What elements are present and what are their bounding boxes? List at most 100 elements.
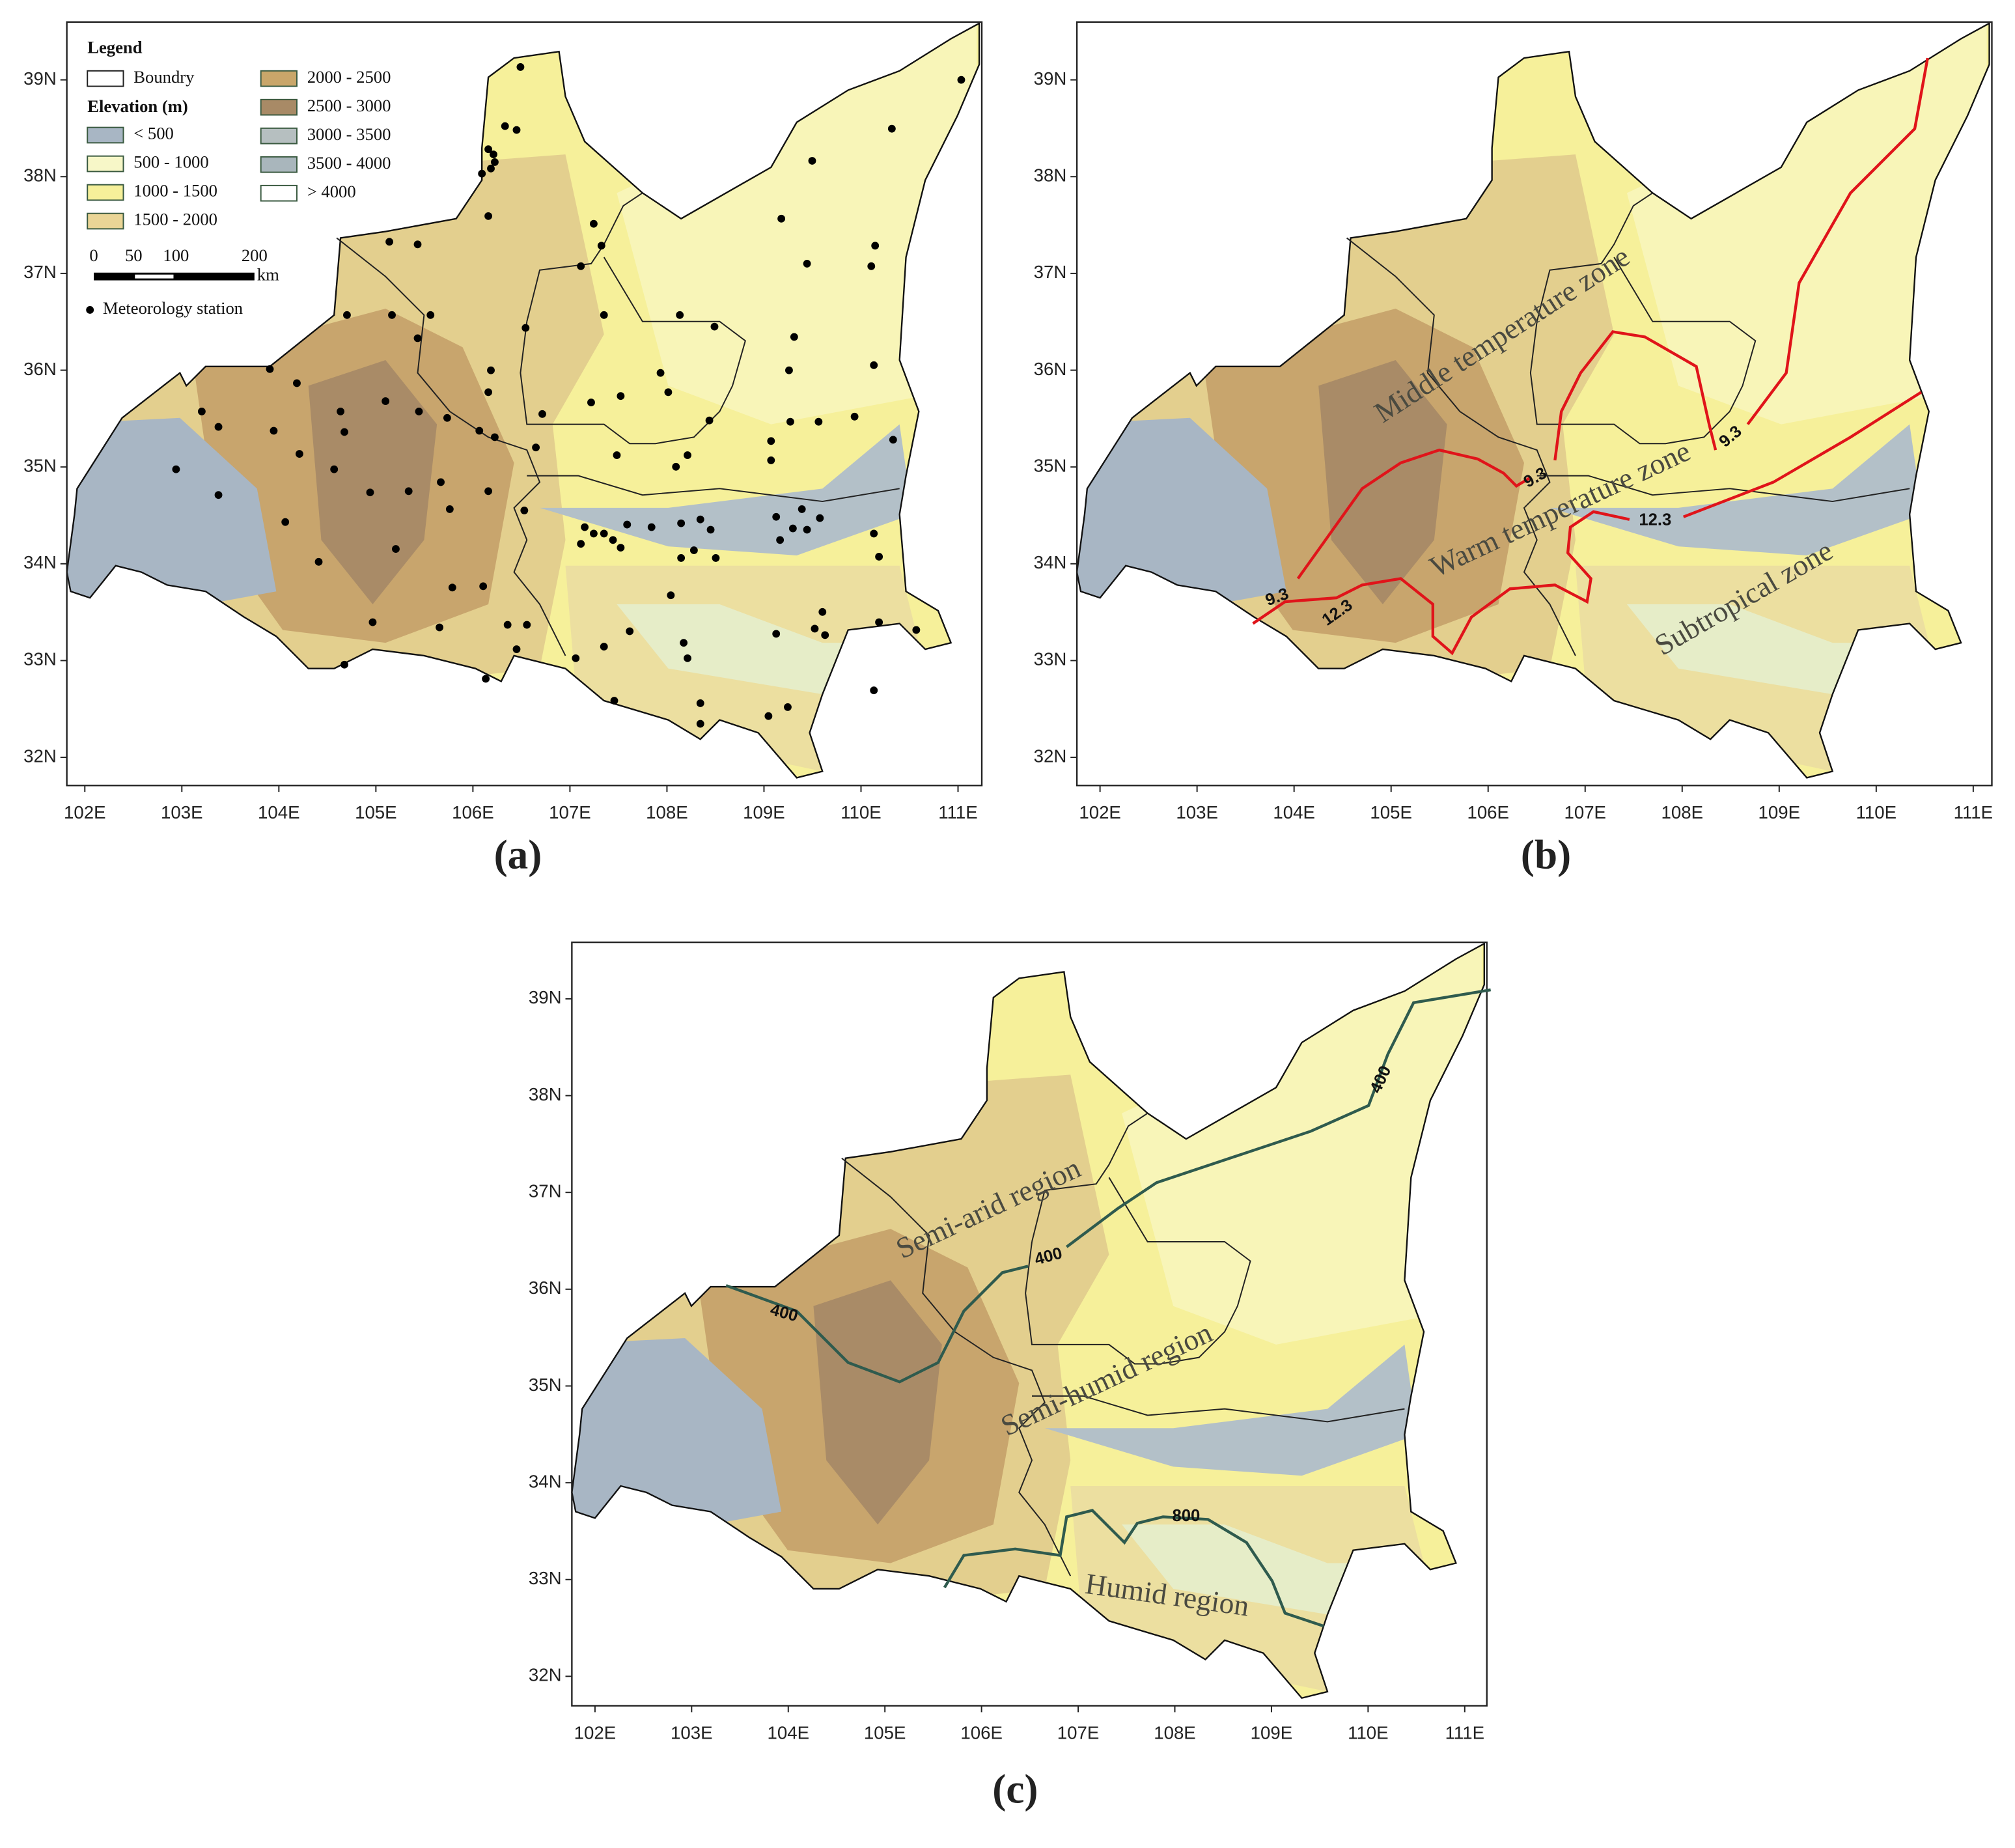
lon-label: 110E [1348,1722,1388,1743]
station [521,324,530,332]
lat-label: 33N [1034,649,1067,669]
station [777,214,786,223]
station [392,545,400,553]
precipitation-isoline [943,1509,1324,1628]
station [814,417,823,426]
lon-label: 102E [574,1722,617,1743]
station [330,465,339,473]
station [676,311,684,319]
station [816,514,824,522]
station [577,262,585,270]
elevation-swatch [87,212,124,230]
station [172,465,180,473]
station [767,456,775,464]
lat-label: 33N [23,649,57,669]
precipitation-isoline [725,1265,1029,1384]
station [197,407,206,415]
station [597,242,605,250]
scale-bar-gap [135,274,174,279]
map-terrain [1061,13,2012,810]
station [478,169,486,178]
station [609,536,617,544]
station [784,703,792,711]
lon-label: 106E [1467,802,1509,822]
lon-label: 105E [864,1722,906,1743]
station [487,366,495,374]
lat-label: 38N [529,1084,562,1104]
station [870,529,878,538]
lon-label: 109E [743,802,785,822]
lat-label: 34N [23,552,57,572]
scale-label: 0 [89,245,98,265]
station [821,631,829,639]
precipitation-isoline [1065,988,1492,1248]
station [491,158,499,166]
elevation-label: > 4000 [307,182,356,201]
station [788,524,797,533]
lat-label: 32N [1034,746,1067,766]
legend: Legend Boundry Elevation (m) < 500 500 - 100… [86,37,391,318]
station [772,630,781,638]
lon-label: 110E [841,802,881,822]
station [696,515,704,524]
legend-title: Legend [87,37,143,57]
station [520,506,529,514]
station [790,333,798,341]
station [712,553,720,562]
station [538,410,546,418]
lat-label: 35N [23,455,57,475]
lon-label: 102E [1079,802,1121,822]
station [314,557,323,566]
station [696,699,704,707]
station [785,366,793,374]
lon-label: 111E [1445,1722,1484,1743]
lat-label: 33N [529,1568,562,1588]
station [295,450,303,458]
station [684,451,691,459]
station [803,525,811,534]
lat-label: 37N [529,1181,562,1201]
elevation-label: 3000 - 3500 [307,124,391,144]
lon-label: 109E [1758,802,1801,822]
map-panel: 39N 38N 37N 36N 35N 34N 33N 32N 102E 103E 104E 105E… [529,933,1507,1812]
lon-label: 105E [1370,802,1412,822]
station [623,520,632,529]
map-terrain [557,933,1508,1730]
lon-label: 104E [258,802,300,822]
station [798,505,806,513]
temperature-isoline [1252,510,1630,656]
map-panel: 39N 38N 37N 36N 35N 34N 33N 32N 102E 103E 104E 105E… [23,13,1002,877]
elevation-label: 1500 - 2000 [133,210,217,229]
station [337,407,344,415]
elevation-title: Elevation (m) [87,96,188,116]
lon-label: 108E [1661,802,1704,822]
lon-label: 103E [671,1722,713,1743]
elevation-swatch [87,126,124,144]
lon-label: 111E [1954,802,1993,822]
station [875,618,883,626]
station [850,412,859,421]
temperature-isoline [1682,391,1923,518]
station [512,645,521,653]
lat-label: 32N [23,746,57,766]
temperature-isoline [1553,330,1717,461]
station [443,413,451,422]
lat-label: 38N [23,165,57,186]
lat-label: 35N [1034,455,1067,475]
station [293,379,301,387]
station [426,311,435,319]
station [808,157,816,165]
scale-bar [94,272,255,281]
station [581,523,589,531]
station [672,462,680,471]
scale-label: 100 [163,245,189,265]
elevation-swatch [87,184,124,201]
lon-label: 104E [767,1722,809,1743]
station [600,529,608,538]
station [281,518,290,526]
lon-label: 106E [452,802,494,822]
map-terrain [51,13,1003,810]
station [270,427,278,435]
station [600,643,608,651]
